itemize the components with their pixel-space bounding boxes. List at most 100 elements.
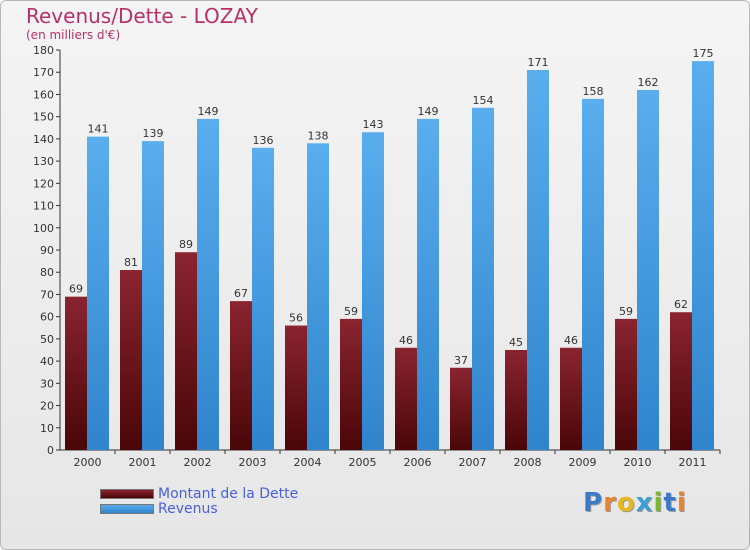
bar-dette (505, 350, 527, 450)
value-label-dette: 37 (454, 354, 468, 367)
x-tick-label: 2008 (514, 456, 542, 469)
chart-subtitle: (en milliers d'€) (26, 28, 121, 42)
bar-revenus (527, 70, 549, 450)
bar-dette (65, 296, 87, 450)
y-tick-label: 0 (47, 444, 54, 457)
y-tick-label: 20 (40, 400, 54, 413)
y-tick-label: 150 (33, 111, 54, 124)
logo-letter: i (676, 488, 687, 518)
value-label-revenus: 141 (88, 123, 109, 136)
axes: 0 10 20 30 40 50 60 70 80 90 100 110 120 130 140 150 160… (33, 44, 721, 469)
y-tick-label: 40 (40, 355, 54, 368)
x-tick-label: 2000 (74, 456, 102, 469)
bar-revenus (87, 136, 109, 450)
y-tick-label: 30 (40, 377, 54, 390)
x-tick-label: 2007 (459, 456, 487, 469)
y-tick-label: 60 (40, 311, 54, 324)
value-label-revenus: 139 (143, 127, 164, 140)
bar-dette (450, 367, 472, 450)
legend-swatch-revenus (100, 503, 154, 514)
logo-letter: r (603, 488, 617, 518)
x-tick-label: 2005 (349, 456, 377, 469)
legend: Montant de la Dette Revenus (100, 485, 299, 517)
x-tick-label: 2003 (239, 456, 267, 469)
x-tick-label: 2001 (129, 456, 157, 469)
y-tick-label: 110 (33, 200, 54, 213)
value-label-revenus: 162 (638, 76, 659, 89)
value-label-dette: 59 (619, 305, 633, 318)
logo-letter: o (616, 488, 636, 518)
bar-dette (670, 312, 692, 450)
x-tick-label: 2006 (404, 456, 432, 469)
bar-revenus (417, 118, 439, 450)
bar-dette (285, 325, 307, 450)
y-tick-label: 50 (40, 333, 54, 346)
x-tick-label: 2009 (569, 456, 597, 469)
y-tick-label: 180 (33, 44, 54, 57)
y-tick-label: 140 (33, 133, 54, 146)
logo-letter: t (663, 488, 677, 518)
y-tick-label: 10 (40, 422, 54, 435)
value-label-revenus: 149 (418, 105, 439, 118)
bar-dette (560, 347, 582, 450)
bar-dette (340, 318, 362, 450)
value-label-revenus: 149 (198, 105, 219, 118)
value-label-dette: 69 (69, 283, 83, 296)
bar-revenus (362, 132, 384, 450)
value-label-revenus: 143 (363, 118, 384, 131)
y-tick-label: 70 (40, 288, 54, 301)
chart-title: Revenus/Dette - LOZAY (26, 4, 258, 28)
value-label-dette: 46 (564, 334, 578, 347)
x-tick-label: 2010 (624, 456, 652, 469)
value-label-dette: 67 (234, 287, 248, 300)
bar-dette (120, 270, 142, 450)
value-label-revenus: 171 (528, 56, 549, 69)
bar-dette (395, 347, 417, 450)
legend-label-dette: Montant de la Dette (158, 485, 299, 502)
value-label-revenus: 154 (473, 94, 494, 107)
bar-revenus (637, 90, 659, 450)
bar-revenus (692, 61, 714, 450)
bar-dette (230, 301, 252, 450)
x-tick-label: 2002 (184, 456, 212, 469)
value-labels: 69 141 81 139 89 149 67 136 56 138 59 143 46 149 37 154… (69, 47, 714, 367)
legend-swatch-dette (100, 488, 154, 499)
value-label-revenus: 158 (583, 85, 604, 98)
value-label-dette: 81 (124, 256, 138, 269)
legend-item-dette: Montant de la Dette (100, 485, 299, 502)
bar-revenus (142, 141, 164, 450)
bar-revenus (252, 147, 274, 450)
y-tick-label: 90 (40, 244, 54, 257)
value-label-revenus: 138 (308, 129, 329, 142)
y-tick-label: 130 (33, 155, 54, 168)
logo-letter: i (653, 488, 664, 518)
bar-revenus (582, 98, 604, 450)
value-label-dette: 62 (674, 298, 688, 311)
y-tick-label: 160 (33, 88, 54, 101)
value-label-dette: 59 (344, 305, 358, 318)
bars (65, 61, 714, 451)
value-label-dette: 45 (509, 336, 523, 349)
legend-label-revenus: Revenus (158, 500, 218, 517)
bar-revenus (472, 107, 494, 451)
logo-letter: x (635, 488, 654, 518)
value-label-dette: 56 (289, 312, 303, 325)
legend-item-revenus: Revenus (100, 500, 298, 517)
bar-dette (615, 318, 637, 450)
value-label-revenus: 136 (253, 134, 274, 147)
value-label-revenus: 175 (693, 47, 714, 60)
logo-letter: P (583, 488, 604, 518)
y-tick-label: 120 (33, 177, 54, 190)
bar-dette (175, 252, 197, 450)
x-tick-label: 2011 (679, 456, 707, 469)
value-label-dette: 89 (179, 238, 193, 251)
y-tick-label: 100 (33, 222, 54, 235)
y-tick-label: 80 (40, 266, 54, 279)
x-tick-label: 2004 (294, 456, 322, 469)
proxiti-logo: Proxiti (583, 488, 687, 518)
value-label-dette: 46 (399, 334, 413, 347)
y-tick-label: 170 (33, 66, 54, 79)
bar-revenus (307, 143, 329, 451)
bar-revenus (197, 118, 219, 450)
